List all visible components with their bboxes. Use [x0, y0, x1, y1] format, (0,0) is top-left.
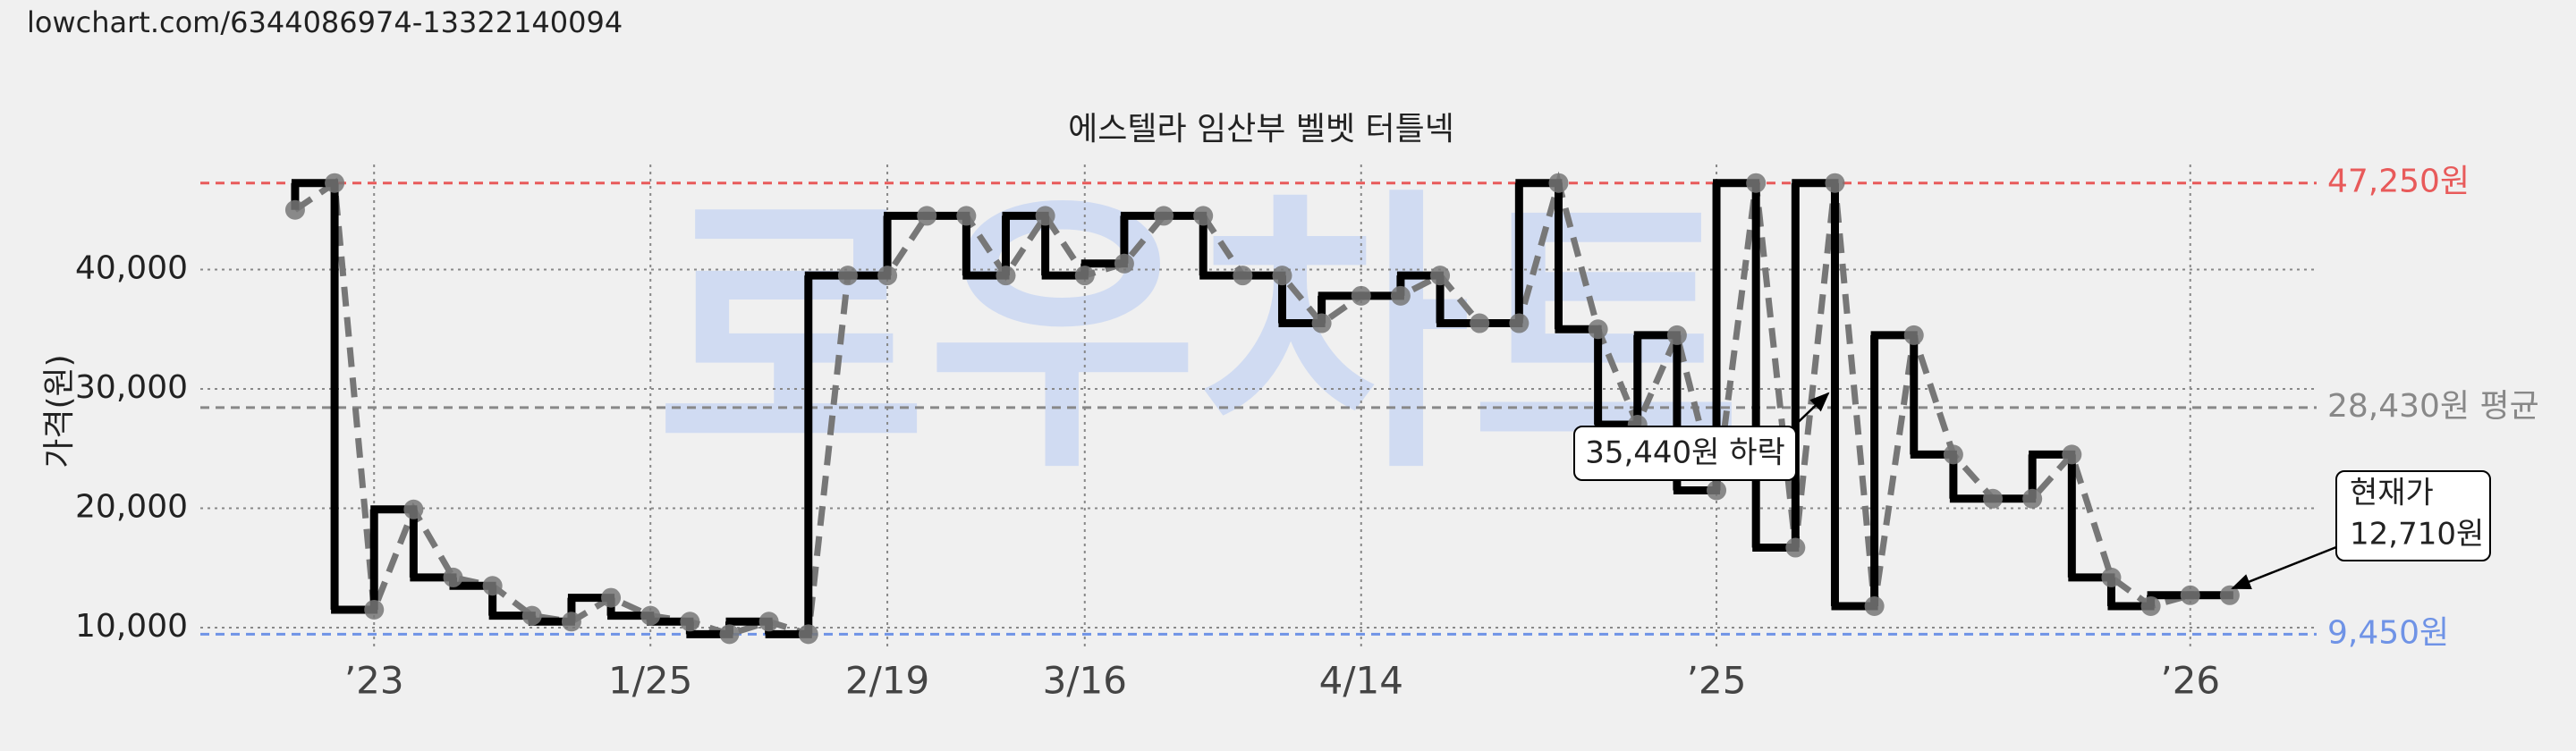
y-tick-label: 30,000	[75, 369, 188, 406]
price-dot	[640, 605, 661, 626]
x-tick-label: 4/14	[1319, 659, 1403, 703]
price-dot	[1588, 319, 1608, 340]
reference-label: 28,430원 평균	[2327, 388, 2539, 425]
price-dot	[1233, 266, 1253, 286]
price-dot	[284, 199, 305, 220]
price-dot	[521, 605, 542, 626]
price-dot	[1983, 488, 2004, 509]
annotation-text: 현재가	[2350, 476, 2434, 511]
price-dot	[325, 173, 345, 193]
annotation-box	[1573, 426, 1797, 481]
reference-label: 47,250원	[2327, 164, 2470, 200]
price-dot	[1390, 285, 1411, 306]
price-dot	[2101, 567, 2122, 587]
price-dot	[1707, 480, 1727, 501]
price-dot	[837, 266, 858, 286]
price-dot	[1272, 266, 1292, 286]
y-tick-label: 40,000	[75, 249, 188, 286]
price-dot	[2140, 595, 2161, 616]
price-dot	[1154, 206, 1174, 226]
price-dot	[1470, 313, 1490, 333]
price-dot	[1785, 537, 1806, 558]
chart-title: 에스텔라 임산부 벨벳 터틀넥	[1068, 111, 1454, 148]
price-dot	[561, 612, 581, 632]
price-dot	[1430, 266, 1451, 286]
price-dot	[1864, 595, 1885, 616]
y-tick-label: 10,000	[75, 608, 188, 645]
price-dot	[996, 266, 1016, 286]
price-dot	[917, 206, 937, 226]
y-axis-label: 가격(원)	[41, 354, 78, 468]
price-dot	[1311, 313, 1332, 333]
price-dot	[680, 612, 700, 632]
page-url: lowchart.com/6344086974-13322140094	[27, 5, 623, 39]
price-dot	[2062, 444, 2082, 465]
price-dot	[1193, 206, 1214, 226]
price-dot	[1351, 285, 1371, 306]
annotation-arrow	[2231, 545, 2337, 590]
x-tick-label: 1/25	[608, 659, 692, 703]
price-dot	[1074, 266, 1095, 286]
price-dot	[798, 624, 818, 645]
reference-label: 9,450원	[2327, 614, 2449, 651]
price-dot	[2180, 585, 2200, 605]
annotation-box	[2335, 470, 2491, 561]
price-dot	[1114, 253, 1134, 274]
price-dot	[956, 206, 977, 226]
price-dot	[2022, 488, 2043, 509]
price-dot	[443, 567, 463, 587]
annotation-arrow	[1786, 392, 1830, 434]
price-dot	[1903, 325, 1924, 345]
price-dot	[2219, 585, 2240, 605]
x-tick-label: ’26	[2160, 659, 2220, 703]
price-dot	[482, 576, 503, 596]
price-dot	[403, 499, 424, 519]
price-dot	[1746, 173, 1767, 193]
price-dot	[601, 587, 622, 608]
price-dot	[1035, 206, 1055, 226]
y-tick-label: 20,000	[75, 488, 188, 525]
annotation-text: 35,440원 하락	[1585, 435, 1785, 471]
x-tick-label: ’25	[1687, 659, 1747, 703]
annotation-text: 12,710원	[2350, 517, 2484, 553]
price-dot	[1943, 444, 1963, 465]
price-dot	[1825, 173, 1845, 193]
price-dot	[1509, 313, 1530, 333]
x-tick-label: ’23	[344, 659, 404, 703]
price-dot	[1548, 173, 1569, 193]
price-dot	[364, 599, 385, 620]
price-dot	[1666, 325, 1687, 345]
price-dot	[758, 612, 779, 632]
x-tick-label: 2/19	[845, 659, 929, 703]
price-dot	[877, 266, 898, 286]
price-dot	[719, 624, 740, 645]
x-tick-label: 3/16	[1043, 659, 1127, 703]
